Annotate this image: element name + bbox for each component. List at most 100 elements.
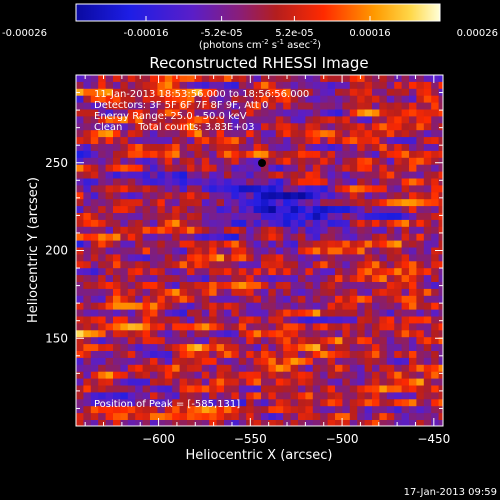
- heatmap-pixel: [416, 392, 425, 400]
- heatmap-pixel: [164, 213, 173, 221]
- heatmap-pixel: [201, 357, 210, 366]
- heatmap-pixel: [142, 302, 151, 310]
- heatmap-pixel: [98, 102, 106, 110]
- heatmap-pixel: [76, 378, 84, 386]
- heatmap-pixel: [231, 385, 240, 393]
- heatmap-pixel: [187, 399, 195, 407]
- heatmap-pixel: [305, 385, 314, 393]
- heatmap-pixel: [312, 116, 321, 124]
- heatmap-pixel: [335, 392, 343, 400]
- heatmap-pixel: [290, 364, 299, 373]
- heatmap-pixel: [327, 116, 336, 124]
- heatmap-pixel: [372, 192, 380, 200]
- heatmap-pixel: [164, 157, 173, 166]
- heatmap-pixel: [194, 206, 203, 214]
- heatmap-pixel: [379, 420, 388, 426]
- heatmap-pixel: [283, 282, 291, 290]
- heatmap-pixel: [423, 240, 432, 248]
- heatmap-pixel: [98, 351, 106, 359]
- heatmap-pixel: [379, 88, 388, 97]
- heatmap-pixel: [283, 240, 291, 248]
- heatmap-pixel: [142, 137, 151, 145]
- heatmap-pixel: [357, 226, 365, 235]
- heatmap-pixel: [320, 302, 328, 310]
- heatmap-pixel: [423, 75, 432, 83]
- heatmap-pixel: [342, 75, 351, 83]
- heatmap-pixel: [253, 413, 262, 421]
- heatmap-pixel: [320, 254, 328, 262]
- heatmap-pixel: [283, 413, 291, 421]
- heatmap-pixel: [76, 226, 84, 235]
- heatmap-pixel: [364, 330, 373, 338]
- heatmap-pixel: [275, 357, 284, 366]
- heatmap-pixel: [335, 233, 343, 241]
- heatmap-pixel: [320, 137, 328, 145]
- heatmap-pixel: [261, 219, 269, 228]
- heatmap-pixel: [357, 420, 365, 426]
- heatmap-pixel: [431, 247, 439, 255]
- heatmap-pixel: [431, 178, 439, 186]
- heatmap-pixel: [253, 364, 262, 373]
- heatmap-pixel: [364, 137, 373, 145]
- heatmap-pixel: [164, 102, 173, 110]
- heatmap-pixel: [127, 261, 136, 269]
- heatmap-pixel: [83, 323, 92, 331]
- heatmap-pixel: [372, 413, 380, 421]
- heatmap-pixel: [105, 378, 114, 386]
- heatmap-pixel: [283, 144, 291, 152]
- heatmap-pixel: [105, 351, 114, 359]
- heatmap-pixel: [364, 288, 373, 297]
- heatmap-pixel: [150, 226, 158, 235]
- heatmap-pixel: [364, 268, 373, 276]
- heatmap-pixel: [194, 157, 203, 166]
- heatmap-pixel: [238, 75, 247, 83]
- heatmap-pixel: [275, 275, 284, 283]
- heatmap-pixel: [312, 316, 321, 324]
- heatmap-pixel: [253, 282, 262, 290]
- heatmap-pixel: [172, 344, 180, 352]
- heatmap-pixel: [394, 233, 402, 241]
- heatmap-pixel: [416, 206, 425, 214]
- heatmap-pixel: [150, 330, 158, 338]
- heatmap-pixel: [209, 302, 217, 310]
- heatmap-pixel: [290, 413, 299, 421]
- heatmap-pixel: [386, 123, 395, 131]
- heatmap-pixel: [157, 144, 166, 152]
- heatmap-pixel: [275, 261, 284, 269]
- heatmap-pixel: [261, 247, 269, 255]
- heatmap-pixel: [98, 302, 106, 310]
- heatmap-pixel: [120, 337, 129, 345]
- heatmap-pixel: [216, 330, 225, 338]
- heatmap-pixel: [394, 420, 402, 426]
- heatmap-pixel: [394, 144, 402, 152]
- heatmap-pixel: [90, 164, 99, 172]
- heatmap-pixel: [357, 150, 365, 159]
- heatmap-pixel: [238, 316, 247, 324]
- heatmap-pixel: [379, 109, 388, 117]
- heatmap-pixel: [357, 323, 365, 331]
- heatmap-pixel: [394, 344, 402, 352]
- heatmap-pixel: [312, 351, 321, 359]
- heatmap-pixel: [216, 316, 225, 324]
- heatmap-pixel: [231, 282, 240, 290]
- heatmap-pixel: [386, 247, 395, 255]
- heatmap-pixel: [164, 364, 173, 373]
- heatmap-pixel: [409, 219, 417, 228]
- heatmap-pixel: [194, 316, 203, 324]
- heatmap-pixel: [224, 309, 232, 317]
- heatmap-pixel: [150, 316, 158, 324]
- heatmap-pixel: [357, 357, 365, 366]
- heatmap-pixel: [379, 406, 388, 414]
- heatmap-pixel: [209, 150, 217, 159]
- heatmap-pixel: [290, 247, 299, 255]
- heatmap-pixel: [416, 144, 425, 152]
- heatmap-pixel: [231, 178, 240, 186]
- heatmap-pixel: [127, 406, 136, 414]
- heatmap-pixel: [164, 330, 173, 338]
- heatmap-pixel: [423, 137, 432, 145]
- heatmap-pixel: [76, 406, 84, 414]
- heatmap-pixel: [423, 206, 432, 214]
- heatmap-pixel: [386, 282, 395, 290]
- footer-timestamp: 17-Jan-2013 09:59: [404, 487, 497, 498]
- heatmap-pixel: [98, 378, 106, 386]
